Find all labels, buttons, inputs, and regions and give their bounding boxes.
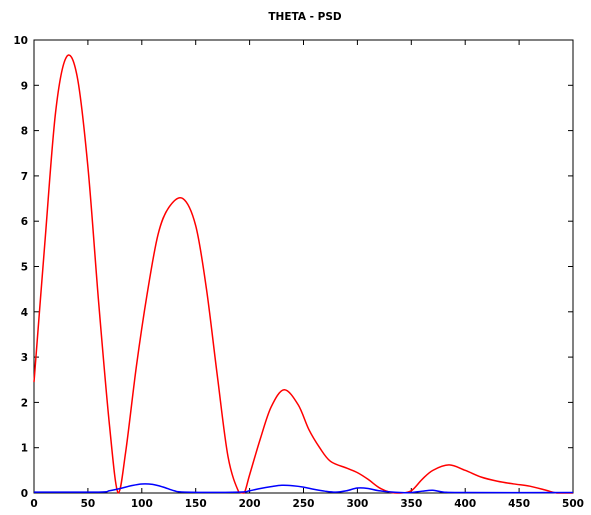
x-tick-label-5: 250 (293, 498, 315, 510)
y-tick-label-0: 0 (21, 488, 28, 500)
x-tick-label-10: 500 (562, 498, 584, 510)
chart-title: THETA - PSD (268, 11, 342, 23)
y-tick-label-5: 5 (21, 262, 28, 274)
plot-area (34, 40, 573, 493)
x-tick-label-9: 450 (508, 498, 530, 510)
y-tick-label-6: 6 (21, 216, 28, 228)
x-tick-label-0: 0 (30, 498, 37, 510)
x-tick-label-4: 200 (239, 498, 261, 510)
x-tick-label-8: 400 (454, 498, 476, 510)
y-tick-label-2: 2 (21, 397, 28, 409)
y-tick-label-8: 8 (21, 126, 28, 138)
x-tick-label-6: 300 (346, 498, 368, 510)
y-tick-label-1: 1 (21, 443, 28, 455)
x-tick-label-7: 350 (400, 498, 422, 510)
y-tick-label-7: 7 (21, 171, 28, 183)
x-tick-label-1: 50 (81, 498, 96, 510)
y-tick-label-4: 4 (21, 307, 28, 319)
y-tick-label-3: 3 (21, 352, 28, 364)
x-tick-label-2: 100 (131, 498, 153, 510)
y-tick-label-10: 10 (13, 35, 28, 47)
x-tick-label-3: 150 (185, 498, 207, 510)
y-tick-label-9: 9 (21, 80, 28, 92)
